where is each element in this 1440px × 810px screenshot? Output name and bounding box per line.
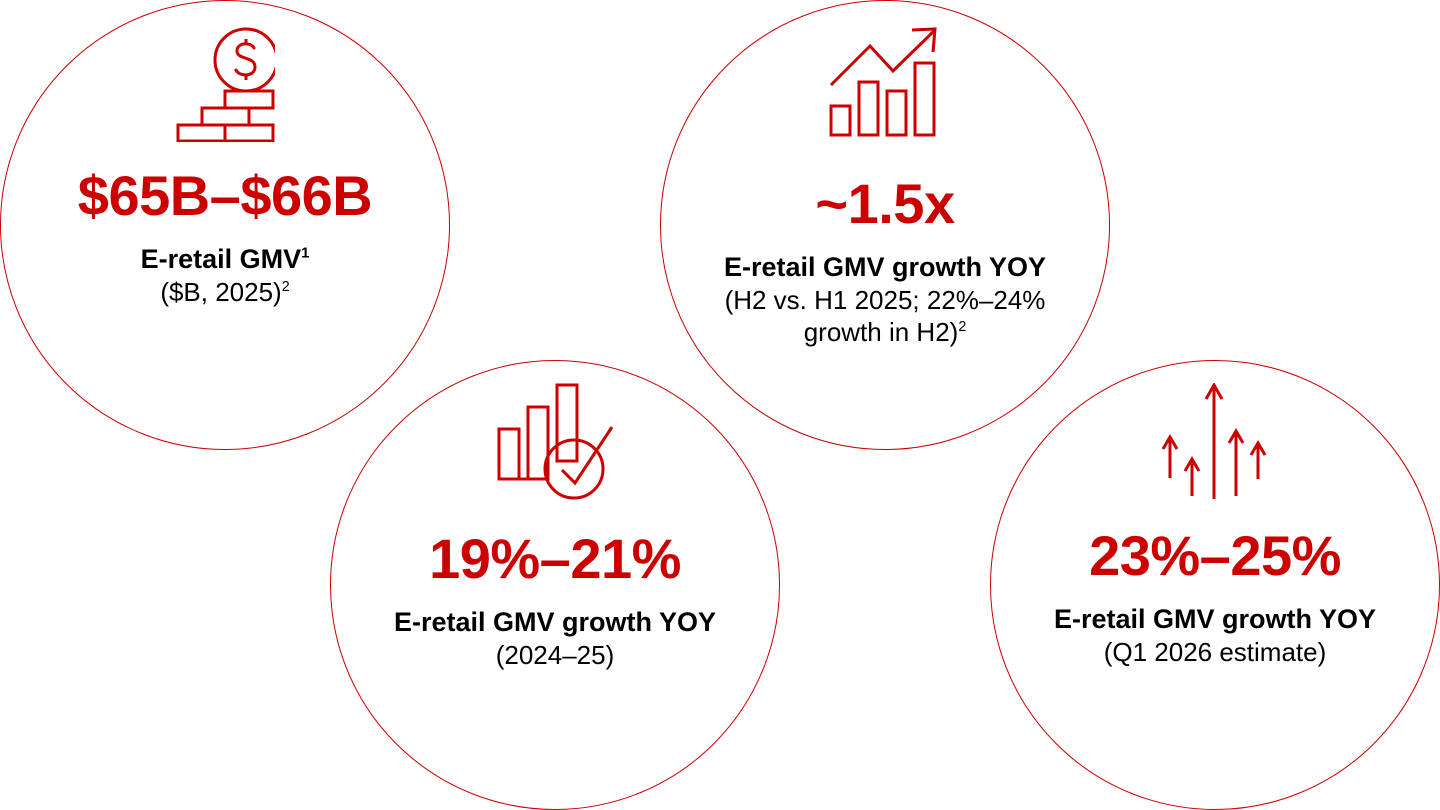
- footnote-marker: 1: [301, 245, 310, 262]
- stat-label: E-retail GMV1: [140, 244, 310, 274]
- bar-chart-trend-up-arrow-icon: [829, 27, 937, 137]
- stat-sub-line: growth in H2)2: [803, 317, 967, 347]
- stat-label: E-retail GMV growth YOY: [1053, 604, 1377, 634]
- stat-value: 19%–21%: [429, 527, 681, 590]
- stat-annual-growth: 19%–21% E-retail GMV growth YOY (2024–25…: [330, 383, 780, 671]
- bar-chart-checkmark-icon: [497, 383, 614, 500]
- stat-gmv: $65B–$66B E-retail GMV1 ($B, 2025)2: [0, 26, 450, 308]
- footnote-marker: 2: [958, 319, 967, 335]
- stat-circle-h2-growth: [660, 0, 1110, 450]
- stat-sub: (Q1 2026 estimate): [1103, 637, 1327, 667]
- stat-sub-line: (H2 vs. H1 2025; 22%–24%: [724, 285, 1046, 315]
- multiple-up-arrows-icon: [1161, 383, 1267, 499]
- stat-value: 23%–25%: [1089, 524, 1341, 587]
- stat-value: $65B–$66B: [77, 164, 373, 227]
- stat-h2-growth: ~1.5x E-retail GMV growth YOY (H2 vs. H1…: [660, 26, 1110, 348]
- stat-label: E-retail GMV growth YOY: [393, 607, 717, 637]
- stat-value: ~1.5x: [815, 172, 955, 235]
- footnote-marker: 2: [281, 279, 290, 295]
- stat-sub: ($B, 2025)2: [160, 277, 290, 307]
- stat-circle-gmv: [0, 0, 450, 450]
- stat-label: E-retail GMV growth YOY: [723, 252, 1047, 282]
- stacked-coins-dollar-icon: [176, 27, 275, 142]
- stat-q1-estimate: 23%–25% E-retail GMV growth YOY (Q1 2026…: [990, 383, 1440, 668]
- stat-sub: (2024–25): [495, 640, 615, 670]
